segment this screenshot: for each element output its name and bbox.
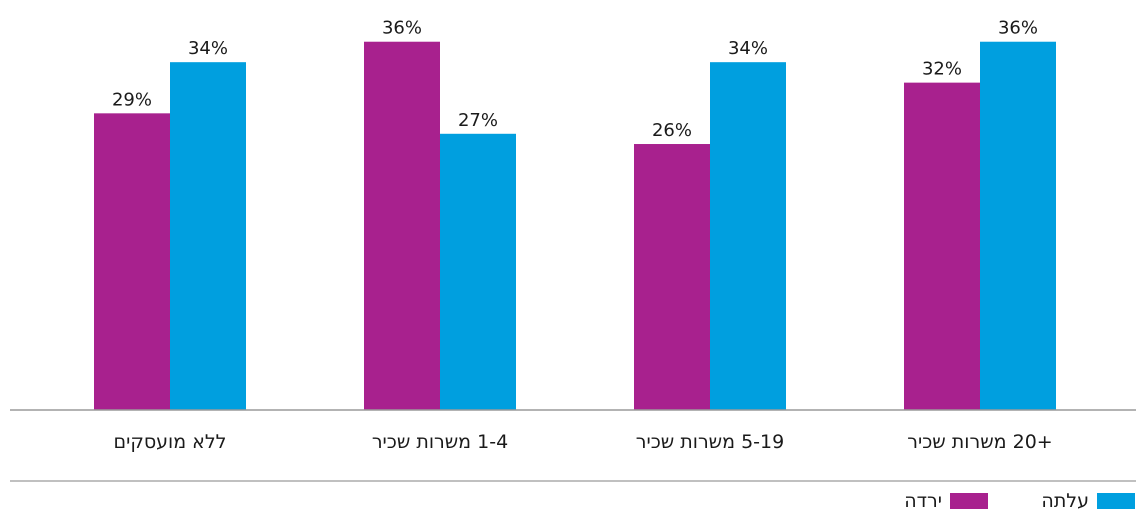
category-label-3: ללא מועסקים (114, 431, 227, 453)
bar-rose-3 (170, 62, 246, 411)
value-label-fell-3: 29% (112, 89, 152, 110)
category-label-1: 5-19 משרות שכיר (636, 431, 784, 453)
legend-item-rose-label: עלתה (1041, 490, 1089, 512)
value-label-rose-3: 34% (188, 38, 228, 59)
category-label-0: +20 משרות שכיר (907, 431, 1052, 453)
bar-fell-2 (364, 41, 440, 410)
value-label-rose-1: 34% (728, 38, 768, 59)
legend-item-fell-label: ירדה (904, 490, 942, 512)
value-label-rose-0: 36% (998, 18, 1038, 39)
legend-item-fell-swatch (950, 493, 988, 509)
value-labels-layer: 36% 32% 34% 26% 27% 36% 34% 29% (112, 18, 1038, 141)
bar-fell-3 (94, 113, 170, 410)
bar-rose-1 (710, 62, 786, 411)
bar-fell-1 (634, 144, 710, 410)
category-labels-layer: +20 משרות שכיר 5-19 משרות שכיר 1-4 משרות ש… (114, 431, 1053, 453)
legend-item-rose-swatch (1097, 493, 1135, 509)
bars-layer (94, 41, 1056, 411)
bar-rose-2 (440, 133, 516, 411)
bar-fell-0 (904, 82, 980, 410)
value-label-fell-2: 36% (382, 18, 422, 39)
category-label-2: 1-4 משרות שכיר (372, 431, 508, 453)
bar-rose-0 (980, 41, 1056, 410)
value-label-rose-2: 27% (458, 110, 498, 131)
legend: עלתה ירדה (904, 490, 1135, 512)
value-label-fell-0: 32% (922, 59, 962, 80)
value-label-fell-1: 26% (652, 120, 692, 141)
